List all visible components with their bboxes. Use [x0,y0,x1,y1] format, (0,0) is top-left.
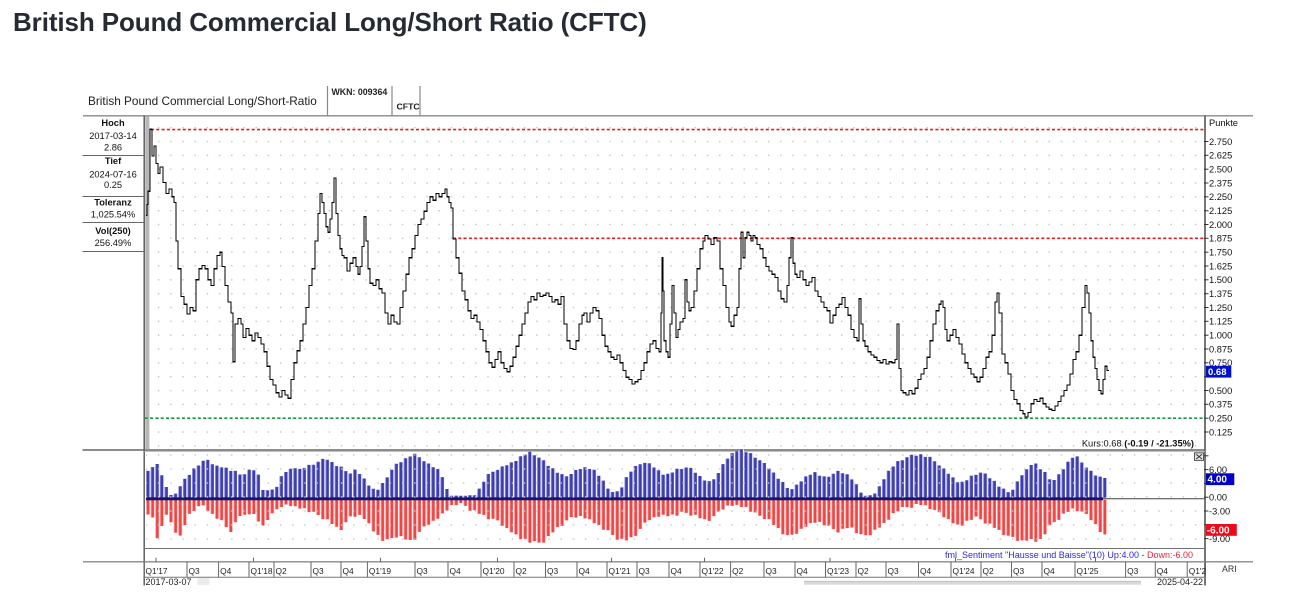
svg-text:2.500: 2.500 [1209,165,1232,175]
svg-text:Q3: Q3 [313,566,325,576]
svg-text:Q4: Q4 [450,566,462,576]
svg-text:6.00: 6.00 [1209,465,1227,475]
svg-text:Q4: Q4 [579,566,591,576]
svg-text:2.125: 2.125 [1209,206,1232,216]
svg-text:Q4: Q4 [1157,566,1169,576]
svg-text:Q1'17: Q1'17 [146,566,168,576]
svg-text:Q1'18: Q1'18 [251,566,273,576]
svg-text:Q4: Q4 [797,566,809,576]
svg-text:Q4: Q4 [220,566,232,576]
svg-text:2.000: 2.000 [1209,220,1232,230]
svg-text:Q2: Q2 [276,566,288,576]
svg-text:Q4: Q4 [1044,566,1056,576]
svg-text:1.375: 1.375 [1209,289,1232,299]
svg-text:Q3: Q3 [547,566,559,576]
svg-text:1.625: 1.625 [1209,261,1232,271]
svg-text:0.00: 0.00 [1209,493,1227,503]
svg-text:Q4: Q4 [343,566,355,576]
svg-text:1.250: 1.250 [1209,303,1232,313]
svg-text:Q2: Q2 [983,566,995,576]
svg-text:1.125: 1.125 [1209,317,1232,327]
svg-text:1.750: 1.750 [1209,248,1232,258]
svg-text:Q1'25: Q1'25 [1077,566,1099,576]
svg-text:Q4: Q4 [671,566,683,576]
svg-text:1.500: 1.500 [1209,275,1232,285]
svg-text:Q1'20: Q1'20 [483,566,505,576]
svg-text:Q1'21: Q1'21 [609,566,631,576]
svg-text:WKN: 009364: WKN: 009364 [332,87,388,97]
svg-text:Q3: Q3 [766,566,778,576]
svg-text:0.500: 0.500 [1209,386,1232,396]
svg-text:Hoch: Hoch [101,118,125,128]
svg-text:ARI: ARI [1222,564,1237,574]
svg-text:Toleranz: Toleranz [94,198,132,208]
svg-text:2017-03-14: 2017-03-14 [89,131,137,141]
svg-text:Q3: Q3 [888,566,900,576]
svg-text:Q1'19: Q1'19 [369,566,391,576]
svg-text:1.000: 1.000 [1209,331,1232,341]
svg-text:4.00: 4.00 [1208,475,1228,486]
svg-text:0.125: 0.125 [1209,427,1232,437]
svg-text:Q1'2: Q1'2 [1189,566,1207,576]
svg-text:Vol(250): Vol(250) [95,226,130,236]
svg-text:0.250: 0.250 [1209,414,1232,424]
svg-text:Kurs:0.68 (-0.19 / -21.35%): Kurs:0.68 (-0.19 / -21.35%) [1082,439,1194,449]
svg-text:Q3: Q3 [417,566,429,576]
svg-text:Q4: Q4 [920,566,932,576]
svg-text:0.750: 0.750 [1209,358,1232,368]
svg-text:British Pound Commercial Long/: British Pound Commercial Long/Short Rati… [13,7,647,37]
svg-text:Q2: Q2 [858,566,870,576]
svg-text:0.68: 0.68 [1208,367,1227,378]
svg-text:Q3: Q3 [189,566,201,576]
svg-text:0.875: 0.875 [1209,344,1232,354]
svg-text:Q3: Q3 [1127,566,1139,576]
svg-text:Q1'24: Q1'24 [953,566,975,576]
svg-text:2017-03-07: 2017-03-07 [146,577,192,587]
svg-text:2.86: 2.86 [104,143,122,153]
svg-text:1,025.54%: 1,025.54% [91,210,135,220]
svg-text:-9.00: -9.00 [1209,534,1230,544]
svg-text:Q2: Q2 [732,566,744,576]
svg-text:2024-07-16: 2024-07-16 [89,170,137,180]
svg-text:Q1'23: Q1'23 [827,566,849,576]
svg-text:0.25: 0.25 [104,180,122,190]
svg-text:256.49%: 256.49% [95,238,132,248]
svg-text:2.250: 2.250 [1209,192,1232,202]
svg-text:2.375: 2.375 [1209,178,1232,188]
svg-text:1.875: 1.875 [1209,234,1232,244]
svg-text:Q2: Q2 [516,566,528,576]
svg-text:fml_Sentiment "Hausse und Bais: fml_Sentiment "Hausse und Baisse"(10) Up… [945,550,1193,560]
svg-text:Punkte: Punkte [1209,118,1238,128]
svg-text:2.750: 2.750 [1209,137,1232,147]
svg-text:Tief: Tief [105,156,122,166]
svg-text:2025-04-22: 2025-04-22 [1157,577,1203,587]
svg-text:British Pound Commercial Long/: British Pound Commercial Long/Short-Rati… [88,94,317,108]
svg-text:Q3: Q3 [1013,566,1025,576]
svg-text:CFTC: CFTC [397,102,421,112]
svg-text:2.625: 2.625 [1209,151,1232,161]
svg-text:-6.00: -6.00 [1207,525,1230,536]
svg-text:Q1'22: Q1'22 [702,566,724,576]
svg-text:0.375: 0.375 [1209,400,1232,410]
svg-text:Q3: Q3 [639,566,651,576]
svg-text:-3.00: -3.00 [1209,506,1230,516]
